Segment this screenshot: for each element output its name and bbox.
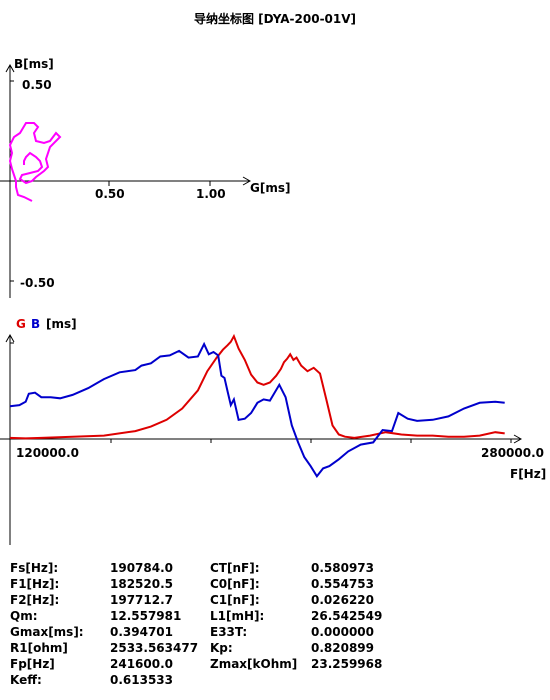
param-label: F2[Hz]: (10, 593, 60, 607)
plot-area: B[ms] G[ms] 0.50 -0.50 0.50 1.00 G B [ms… (0, 57, 546, 545)
param-label: Qm: (10, 609, 38, 623)
param-label: Fp[Hz] (10, 657, 55, 671)
chart-title: 导纳坐标图 [DYA-200-01V] (193, 12, 357, 26)
param-row: Fp[Hz] 241600.0 Zmax[kOhm] 23.259968 (10, 657, 530, 673)
param-value: 0.394701 (110, 625, 174, 639)
param-label: Keff: (10, 673, 42, 687)
param-label: Kp: (210, 641, 233, 655)
legend-g: G (16, 317, 26, 331)
g-curve (9, 333, 505, 440)
param-row: Gmax[ms]: 0.394701 E33T: 0.000000 (10, 625, 530, 641)
g-axis-label: G[ms] (250, 181, 290, 195)
param-label: F1[Hz]: (10, 577, 60, 591)
freq-x-axis-arrow (513, 434, 523, 444)
param-label: Zmax[kOhm] (210, 657, 298, 671)
param-value: 2533.563477 (110, 641, 199, 655)
b-curve (9, 341, 505, 479)
b-axis-arrow (5, 63, 15, 73)
freq-y-axis-arrow (5, 333, 15, 343)
g-tick-label-050: 0.50 (95, 187, 125, 201)
param-label: R1[ohm] (10, 641, 68, 655)
param-value: 0.026220 (311, 593, 375, 607)
parameters-table: Fs[Hz]: 190784.0 CT[nF]: 0.580973 F1[Hz]… (10, 561, 530, 689)
b-axis-label: B[ms] (14, 57, 54, 71)
param-label: L1[mH]: (210, 609, 265, 623)
param-value: 0.554753 (311, 577, 375, 591)
b-tick-label-neg: -0.50 (20, 276, 55, 290)
b-tick-label-pos: 0.50 (22, 78, 52, 92)
param-row: R1[ohm] 2533.563477 Kp: 0.820899 (10, 641, 530, 657)
admittance-curve (8, 122, 62, 202)
legend-unit: [ms] (46, 317, 77, 331)
param-row: Keff: 0.613533 (10, 673, 530, 689)
freq-x-axis-label: F[Hz] (510, 467, 546, 481)
param-label: CT[nF]: (210, 561, 260, 575)
legend-b: B (31, 317, 40, 331)
param-value: 182520.5 (110, 577, 174, 591)
freq-x-min-label: 120000.0 (16, 446, 79, 460)
freq-x-max-label: 280000.0 (481, 446, 544, 460)
param-row: F1[Hz]: 182520.5 C0[nF]: 0.554753 (10, 577, 530, 593)
param-label: Fs[Hz]: (10, 561, 59, 575)
param-label: C0[nF]: (210, 577, 260, 591)
param-row: Qm: 12.557981 L1[mH]: 26.542549 (10, 609, 530, 625)
param-row: Fs[Hz]: 190784.0 CT[nF]: 0.580973 (10, 561, 530, 577)
param-value: 0.820899 (311, 641, 375, 655)
param-label: C1[nF]: (210, 593, 260, 607)
param-value: 241600.0 (110, 657, 174, 671)
g-tick-label-100: 1.00 (196, 187, 226, 201)
param-value: 26.542549 (311, 609, 383, 623)
param-value: 12.557981 (110, 609, 182, 623)
param-label: E33T: (210, 625, 248, 639)
param-value: 0.000000 (311, 625, 375, 639)
admittance-axes: B[ms] G[ms] 0.50 -0.50 0.50 1.00 (0, 57, 290, 298)
param-value: 0.613533 (110, 673, 174, 687)
param-value: 0.580973 (311, 561, 375, 575)
g-axis-arrow (242, 176, 252, 186)
param-value: 197712.7 (110, 593, 174, 607)
param-row: F2[Hz]: 197712.7 C1[nF]: 0.026220 (10, 593, 530, 609)
param-label: Gmax[ms]: (10, 625, 84, 639)
param-value: 23.259968 (311, 657, 383, 671)
frequency-axes: G B [ms] 120000.0 280000.0 F[Hz] (0, 317, 546, 545)
param-value: 190784.0 (110, 561, 174, 575)
